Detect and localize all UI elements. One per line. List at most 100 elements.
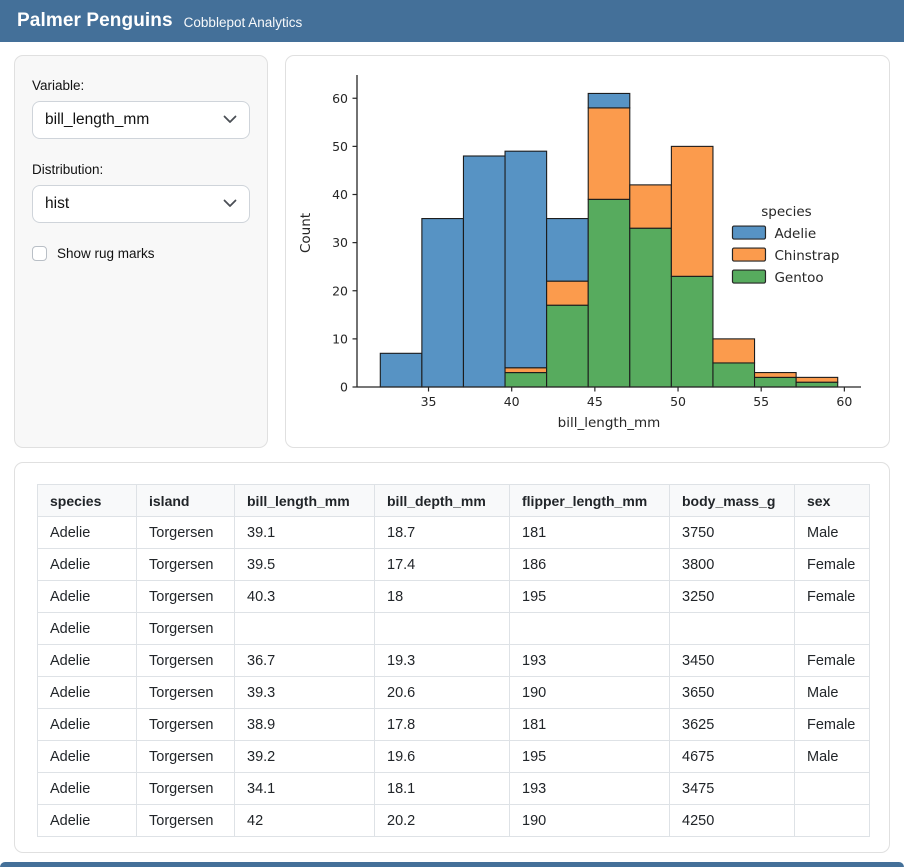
rug-checkbox-row[interactable]: Show rug marks [32,246,250,261]
table-cell: 3625 [669,708,795,741]
svg-text:60: 60 [332,90,348,105]
table-cell: 42 [234,804,375,837]
table-cell [794,772,870,805]
table-column-header: bill_length_mm [234,484,375,517]
table-cell: 39.3 [234,676,375,709]
table-cell: 195 [509,580,670,613]
table-cell: 17.8 [374,708,510,741]
table-cell [374,612,510,645]
table-cell: 181 [509,708,670,741]
table-cell: Male [794,740,870,773]
main-content: Variable: bill_length_mm Distribution: h… [0,42,904,853]
table-row[interactable]: Adelie Torgersen 39.1 18.7 181 3750 Male [37,516,870,549]
table-cell: 3475 [669,772,795,805]
table-column-header: body_mass_g [669,484,795,517]
table-row[interactable]: Adelie Torgersen 39.3 20.6 190 3650 Male [37,676,870,709]
distribution-select[interactable]: hist [32,185,250,223]
table-column-header: island [136,484,235,517]
svg-text:30: 30 [332,235,348,250]
table-cell: Adelie [37,644,137,677]
svg-text:Gentoo: Gentoo [774,270,823,286]
table-cell: 190 [509,676,670,709]
svg-text:0: 0 [340,379,348,394]
svg-text:Adelie: Adelie [774,226,816,242]
svg-text:Count: Count [298,212,314,252]
table-cell: Torgersen [136,548,235,581]
table-cell: Torgersen [136,804,235,837]
page-title: Palmer Penguins [17,10,173,31]
table-cell: Female [794,548,870,581]
table-row[interactable]: Adelie Torgersen [37,612,870,645]
table-cell: Female [794,580,870,613]
table-cell: 39.5 [234,548,375,581]
table-cell: Torgersen [136,516,235,549]
table-cell: Adelie [37,612,137,645]
table-cell: Male [794,516,870,549]
table-cell: Torgersen [136,580,235,613]
svg-text:40: 40 [332,187,348,202]
data-table-card: species island bill_length_mm bill_depth_mm… [14,462,890,853]
table-row[interactable]: Adelie Torgersen 39.5 17.4 186 3800 Female [37,548,870,581]
table-row[interactable]: Adelie Torgersen 38.9 17.8 181 3625 Female [37,708,870,741]
table-body: Adelie Torgersen 39.1 18.7 181 3750 Male Adelie… [37,516,870,837]
table-row[interactable]: Adelie Torgersen 36.7 19.3 193 3450 Female [37,644,870,677]
svg-text:50: 50 [670,394,686,409]
table-cell: Torgersen [136,708,235,741]
table-cell [234,612,375,645]
table-row[interactable]: Adelie Torgersen 34.1 18.1 193 3475 [37,772,870,805]
table-cell: 39.1 [234,516,375,549]
table-cell: Torgersen [136,740,235,773]
table-cell: Adelie [37,740,137,773]
table-cell: Adelie [37,804,137,837]
svg-text:45: 45 [586,394,602,409]
table-cell: Adelie [37,516,137,549]
table-row[interactable]: Adelie Torgersen 39.2 19.6 195 4675 Male [37,740,870,773]
table-cell: Torgersen [136,644,235,677]
table-cell: Adelie [37,676,137,709]
table-cell: 3450 [669,644,795,677]
variable-select[interactable]: bill_length_mm [32,101,250,139]
page-subtitle: Cobblepot Analytics [183,15,303,30]
table-column-header: species [37,484,137,517]
table-cell: 4675 [669,740,795,773]
bottom-accent-strip [0,862,904,867]
table-cell: Torgersen [136,772,235,805]
table-cell [669,612,795,645]
chevron-down-icon [223,195,237,213]
table-cell: 20.6 [374,676,510,709]
table-column-header: sex [794,484,870,517]
svg-text:bill_length_mm: bill_length_mm [557,415,660,431]
table-cell: 193 [509,772,670,805]
sidebar: Variable: bill_length_mm Distribution: h… [14,55,268,448]
table-cell: 18.7 [374,516,510,549]
rug-checkbox-label: Show rug marks [57,246,155,261]
table-cell: 195 [509,740,670,773]
table-cell: 20.2 [374,804,510,837]
svg-text:40: 40 [503,394,519,409]
svg-text:60: 60 [836,394,852,409]
table-cell: 3750 [669,516,795,549]
rug-checkbox[interactable] [32,246,47,261]
svg-text:50: 50 [332,138,348,153]
table-cell [794,804,870,837]
table-cell: 40.3 [234,580,375,613]
table-cell: 39.2 [234,740,375,773]
table-cell: 3800 [669,548,795,581]
table-cell [509,612,670,645]
svg-text:20: 20 [332,283,348,298]
table-cell: 36.7 [234,644,375,677]
table-cell: 186 [509,548,670,581]
table-cell: Adelie [37,580,137,613]
table-cell: 190 [509,804,670,837]
table-row[interactable]: Adelie Torgersen 40.3 18 195 3250 Female [37,580,870,613]
svg-text:35: 35 [420,394,436,409]
table-cell: 19.3 [374,644,510,677]
table-row[interactable]: Adelie Torgersen 42 20.2 190 4250 [37,804,870,837]
table-cell: Male [794,676,870,709]
table-column-header: flipper_length_mm [509,484,670,517]
table-cell: 19.6 [374,740,510,773]
table-cell: 3250 [669,580,795,613]
svg-text:55: 55 [753,394,769,409]
distribution-label: Distribution: [32,162,104,177]
table-cell: Adelie [37,772,137,805]
